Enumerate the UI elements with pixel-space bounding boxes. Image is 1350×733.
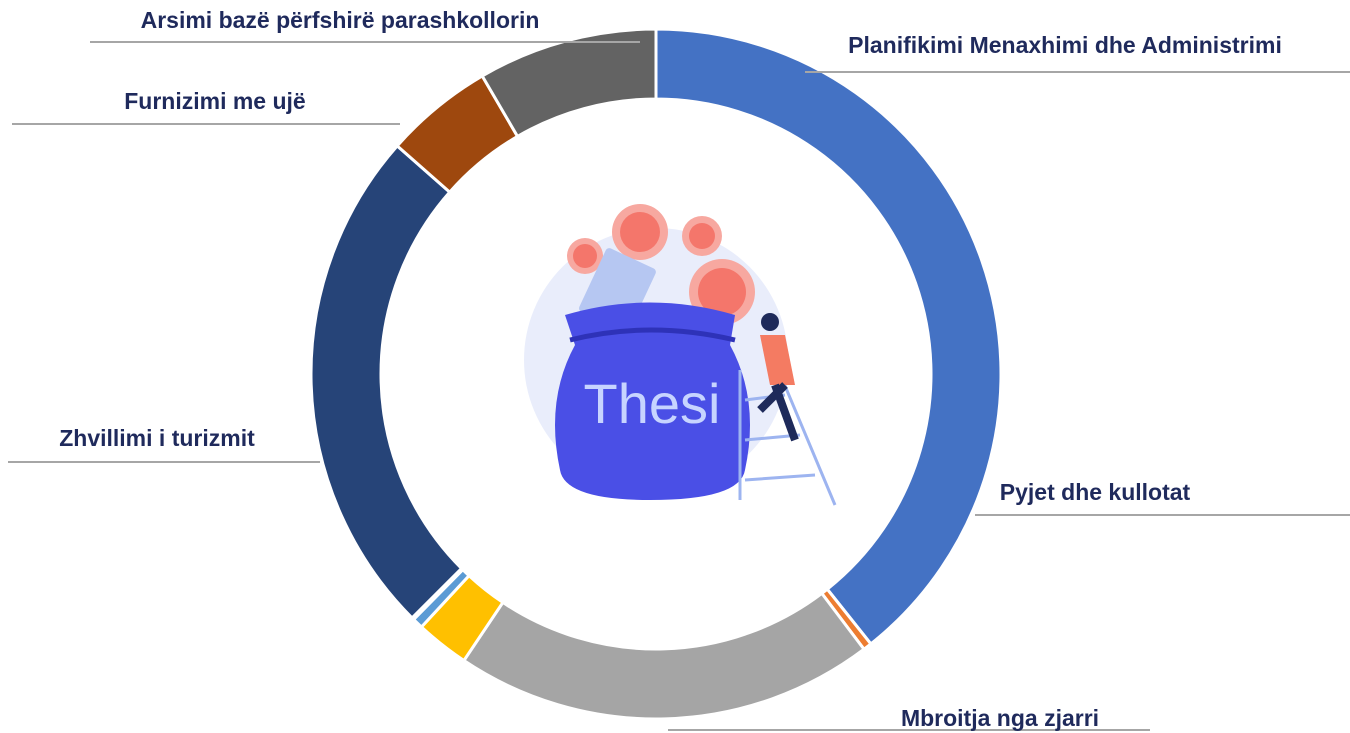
center-text: Thesi <box>584 372 721 435</box>
segment-label: Zhvillimi i turizmit <box>59 425 255 451</box>
segment-label: Mbroitja nga zjarri <box>901 705 1099 731</box>
donut-segment <box>311 146 462 618</box>
page: Thesi Planifikimi Menaxhimi dhe Administ… <box>0 0 1350 733</box>
segment-label: Arsimi bazë përfshirë parashkollorin <box>141 7 540 33</box>
segment-label: Pyjet dhe kullotat <box>1000 479 1191 505</box>
center-illustration: Thesi <box>524 204 835 505</box>
chart: Thesi Planifikimi Menaxhimi dhe Administ… <box>0 0 1350 733</box>
segment-label: Planifikimi Menaxhimi dhe Administrimi <box>848 32 1282 58</box>
donut-segment <box>482 29 656 136</box>
donut-segment <box>464 593 864 719</box>
segment-label: Furnizimi me ujë <box>124 88 305 114</box>
